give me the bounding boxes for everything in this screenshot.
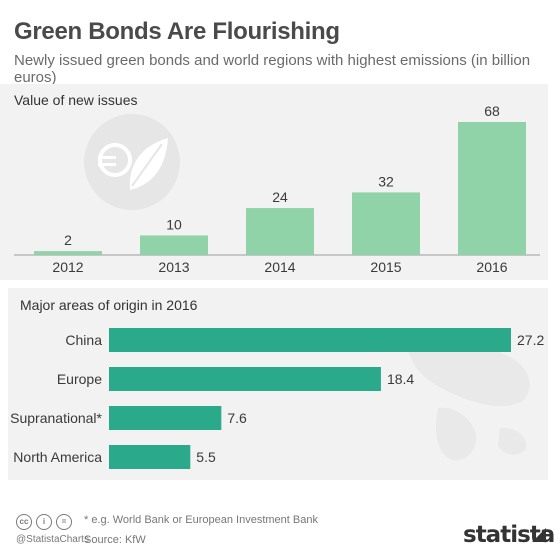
new-issues-chart: 2 2012 10 2013 24 2014 32 2015 68 2016 [14, 103, 540, 275]
x-tick-label: 2015 [370, 259, 401, 275]
source-note: Source: KfW [84, 534, 146, 546]
column-bar-2013 [140, 235, 208, 255]
y-category-label: Europe [57, 371, 102, 387]
world-map-background [408, 343, 530, 461]
row-data-label: 7.6 [227, 410, 247, 426]
x-tick-label: 2014 [264, 259, 295, 275]
column-data-label: 2 [64, 232, 72, 248]
row-bar [109, 328, 511, 352]
column-data-label: 68 [484, 103, 500, 119]
column-data-label: 24 [272, 189, 288, 205]
new-issues-panel: Value of new issues 2 2012 10 2013 24 2014 32 2… [0, 84, 548, 280]
column-bar-2015 [352, 192, 420, 255]
x-tick-label: 2013 [158, 259, 189, 275]
row-data-label: 18.4 [387, 371, 414, 387]
row-bar [109, 367, 381, 391]
attribution-icon[interactable]: i [36, 514, 52, 530]
y-category-label: Supranational* [10, 410, 102, 426]
row-bar [109, 445, 191, 469]
footer: cc i = @StatistaCharts * e.g. World Bank… [0, 486, 560, 560]
twitter-handle[interactable]: @StatistaCharts [16, 534, 89, 545]
brand-mark-icon [532, 528, 546, 542]
row-bar [109, 406, 222, 430]
euro-leaf-icon [84, 114, 180, 210]
no-derivatives-icon[interactable]: = [56, 514, 72, 530]
y-category-label: China [65, 332, 102, 348]
column-bar-2016 [458, 122, 526, 255]
creative-commons-icon[interactable]: cc [16, 514, 32, 530]
footnote: * e.g. World Bank or European Investment… [84, 514, 318, 526]
chart-title: Green Bonds Are Flourishing [14, 18, 340, 45]
x-tick-label: 2016 [476, 259, 507, 275]
row-data-label: 27.2 [517, 332, 544, 348]
origin-heading: Major areas of origin in 2016 [20, 297, 198, 313]
column-data-label: 10 [166, 216, 182, 232]
x-tick-label: 2012 [52, 259, 83, 275]
origin-chart: China 27.2 Europe 18.4 Supranational* 7.6 Nort… [10, 328, 544, 469]
chart-subtitle: Newly issued green bonds and world regio… [14, 52, 531, 86]
row-data-label: 5.5 [196, 449, 216, 465]
column-data-label: 32 [378, 173, 394, 189]
column-bar-2012 [34, 251, 102, 255]
origin-panel: Major areas of origin in 2016 China 27.2 E… [8, 288, 548, 480]
new-issues-heading: Value of new issues [14, 92, 138, 108]
column-bar-2014 [246, 208, 314, 255]
y-category-label: North America [13, 449, 102, 465]
